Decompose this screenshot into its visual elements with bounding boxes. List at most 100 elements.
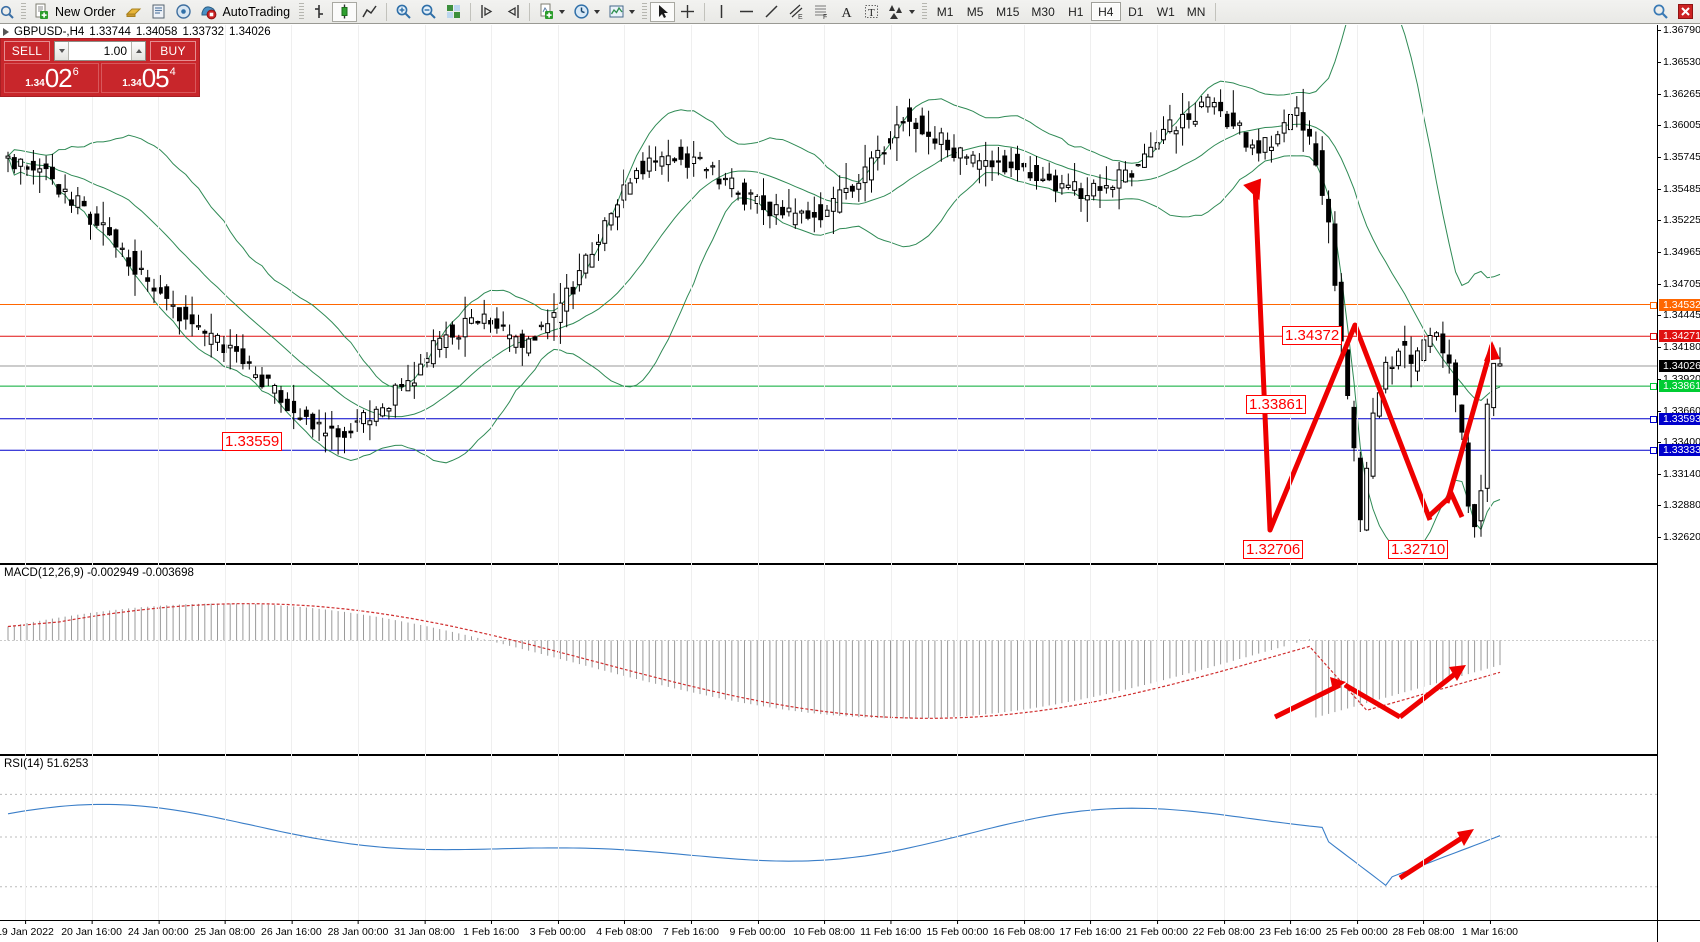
zoom-in-icon [395, 3, 412, 20]
fibonacci-tool-button[interactable]: F [809, 2, 834, 22]
price-annotation-label[interactable]: 1.33861 [1246, 395, 1307, 414]
vertical-line-tool-button[interactable] [709, 2, 734, 22]
tile-windows-button[interactable] [441, 2, 466, 22]
chart-tools-grip[interactable] [299, 2, 305, 21]
rsi-pane[interactable]: RSI(14) 51.6253 [0, 754, 1657, 920]
toolbar-divider-1 [386, 2, 388, 21]
price-badge-blue-line[interactable]: 1.33333 [1659, 444, 1700, 457]
text-tool-button[interactable]: A [834, 2, 859, 22]
buy-price-button[interactable]: 1.34 05 4 [101, 63, 196, 93]
price-line-handle[interactable] [1650, 447, 1657, 455]
price-axis[interactable]: 1.36790 1.36530 1.36265 1.36005 1.35745 1.354… [1650, 25, 1700, 920]
timeframe-h1[interactable]: H1 [1068, 4, 1084, 19]
price-annotation-label[interactable]: 1.34372 [1282, 326, 1343, 345]
horizontal-line-tool-button[interactable] [734, 2, 759, 22]
market-watch-button[interactable] [121, 2, 146, 22]
price-axis-tick: 1.36005 [1658, 120, 1700, 131]
vertical-gridline [757, 25, 759, 920]
toolbar-divider-3 [529, 2, 531, 21]
zoom-out-button[interactable] [416, 2, 441, 22]
text-label-tool-button[interactable]: T [859, 2, 884, 22]
cursor-tool-button[interactable] [650, 1, 676, 22]
vertical-gridline [1090, 25, 1092, 920]
volume-stepper[interactable]: 1.00 [54, 41, 146, 61]
vertical-gridline [25, 25, 26, 920]
timeframe-grip[interactable] [922, 2, 928, 21]
price-line-handle[interactable] [1650, 383, 1657, 391]
time-axis-tick: 25 Jan 08:00 [194, 920, 256, 938]
price-axis-tick: 1.34180 [1658, 342, 1700, 353]
shift-end-button[interactable] [475, 2, 500, 22]
price-badge-orange-line[interactable]: 1.34532 [1659, 298, 1700, 311]
collapse-arrow-icon[interactable] [3, 27, 9, 36]
quote-open: 1.33744 [89, 25, 131, 38]
price-line-handle[interactable] [1650, 415, 1657, 423]
timeframe-m1[interactable]: M1 [936, 4, 954, 19]
bar-chart-button[interactable] [307, 2, 332, 22]
timeframe-h4[interactable]: H4 [1090, 2, 1121, 21]
search-partial-icon[interactable] [0, 3, 18, 20]
toolbar-divider-5 [1215, 2, 1217, 21]
macd-pane[interactable]: MACD(12,26,9) -0.002949 -0.003698 [0, 563, 1657, 752]
equidistant-channel-tool-button[interactable]: E [784, 2, 809, 22]
price-annotation-label[interactable]: 1.32710 [1388, 540, 1449, 559]
navigator-button[interactable] [171, 2, 196, 22]
price-badge-green-line[interactable]: 1.33861 [1659, 380, 1700, 393]
close-button[interactable] [1673, 2, 1698, 22]
draw-tools-grip[interactable] [642, 2, 648, 21]
templates-caret-icon[interactable] [629, 9, 636, 14]
auto-scroll-button[interactable] [500, 2, 525, 22]
volume-value[interactable]: 1.00 [103, 44, 127, 58]
price-badge-red-line[interactable]: 1.34271 [1659, 330, 1700, 343]
trendline-tool-button[interactable] [759, 2, 784, 22]
candlestick-chart-button[interactable] [332, 1, 358, 22]
new-order-button[interactable]: New Order [29, 2, 121, 22]
vertical-gridline [158, 25, 160, 920]
timeframe-w1[interactable]: W1 [1156, 4, 1175, 19]
price-axis-tick: 1.36265 [1658, 88, 1700, 100]
vertical-gridline [824, 25, 826, 920]
quote-close: 1.34026 [229, 25, 271, 38]
arrows-menu-button[interactable] [884, 2, 919, 22]
vertical-gridline [1023, 25, 1025, 920]
line-chart-button[interactable] [357, 2, 382, 22]
period-caret-icon[interactable] [594, 9, 601, 14]
timeframe-m15[interactable]: M15 [996, 4, 1020, 19]
price-badge-last-price[interactable]: 1.34026 [1659, 360, 1700, 373]
data-window-button[interactable] [146, 2, 171, 22]
price-annotation-label[interactable]: 1.32706 [1243, 540, 1304, 559]
price-line-handle[interactable] [1650, 301, 1657, 309]
crosshair-tool-button[interactable] [675, 2, 700, 22]
close-icon [1677, 3, 1694, 20]
timeframe-d1[interactable]: D1 [1128, 4, 1144, 19]
autotrading-button[interactable]: AutoTrading [196, 2, 296, 22]
price-axis-tick: 1.36530 [1658, 56, 1700, 68]
vertical-gridline [890, 25, 892, 920]
timeframe-m5[interactable]: M5 [966, 4, 984, 19]
price-line-handle[interactable] [1650, 333, 1657, 341]
templates-menu-button[interactable] [604, 2, 639, 22]
toolbar-grip[interactable] [21, 2, 26, 21]
indicators-menu-button[interactable] [534, 2, 569, 22]
price-badge-blue-line[interactable]: 1.33593 [1659, 412, 1700, 425]
indicators-caret-icon[interactable] [559, 9, 566, 14]
buy-button[interactable]: BUY [150, 41, 196, 61]
search-button[interactable] [1648, 2, 1673, 22]
price-annotation-label[interactable]: 1.33559 [222, 432, 283, 451]
vertical-gridline [291, 25, 293, 920]
arrows-caret-icon[interactable] [909, 9, 916, 14]
crosshair-icon [679, 3, 696, 20]
sell-button[interactable]: SELL [4, 41, 50, 61]
timeframe-mn[interactable]: MN [1186, 4, 1206, 19]
price-chart-pane[interactable] [0, 25, 1657, 562]
period-menu-button[interactable] [569, 2, 604, 22]
time-axis-tick: 4 Feb 08:00 [596, 920, 653, 938]
sell-price-button[interactable]: 1.34 02 6 [4, 63, 99, 93]
price-axis-tick: 1.32880 [1658, 500, 1700, 511]
timeframe-m30[interactable]: M30 [1031, 4, 1055, 19]
volume-decrease-button[interactable] [55, 42, 69, 60]
time-axis-tick: 15 Feb 00:00 [926, 920, 989, 938]
time-axis[interactable]: 19 Jan 2022 20 Jan 16:00 24 Jan 00:00 25 Ja… [0, 920, 1657, 942]
volume-increase-button[interactable] [131, 42, 145, 60]
zoom-in-button[interactable] [391, 2, 416, 22]
